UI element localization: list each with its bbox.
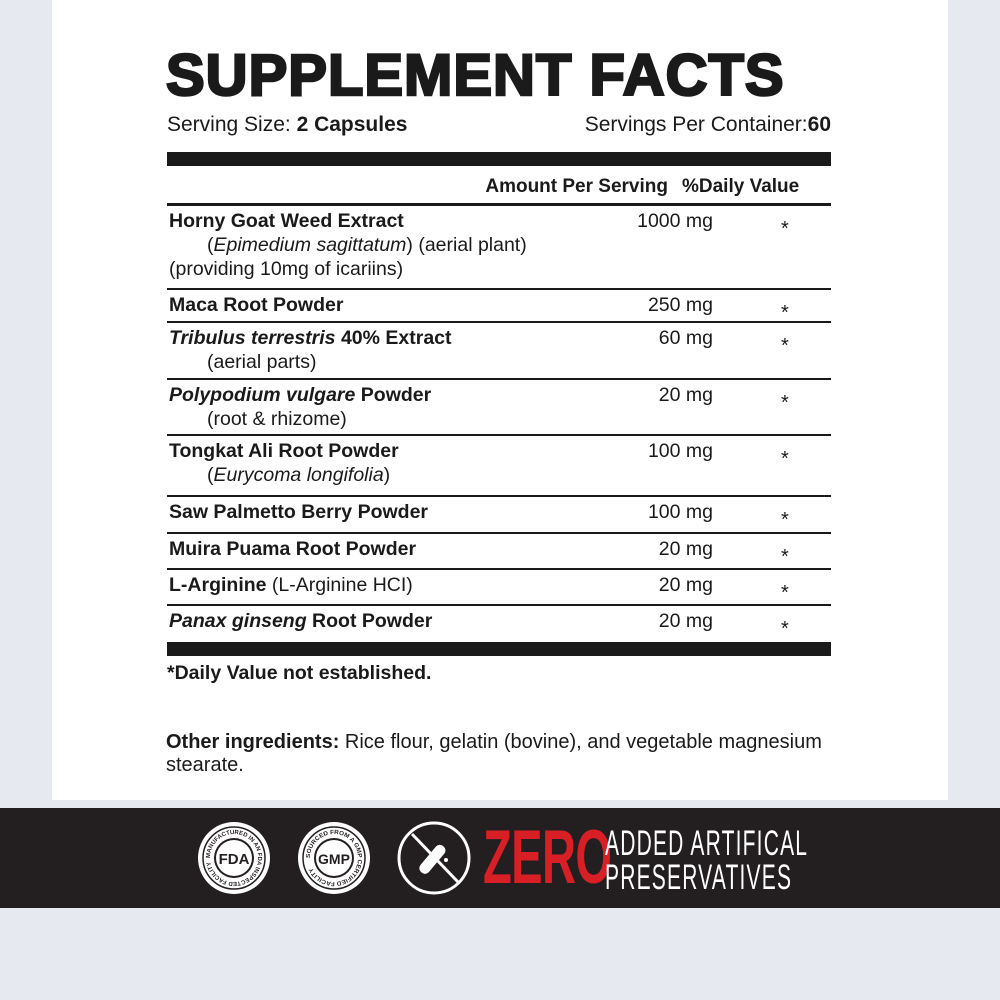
text-segment: Panax ginseng: [169, 610, 307, 632]
ingredient-amount: 250 mg: [647, 294, 713, 316]
gmp-badge-text: GMP: [318, 851, 350, 867]
ingredient-name: Saw Palmetto Berry Powder: [169, 501, 428, 524]
ingredient-detail: (Epimedium sagittatum) (aerial plant): [207, 234, 527, 257]
dv-header: %Daily Value: [682, 176, 800, 197]
text-segment: Root Powder: [306, 610, 433, 632]
text-segment: Eurycoma longifolia: [213, 464, 384, 486]
text-segment: Saw Palmetto Berry Powder: [169, 501, 429, 523]
label-title: SUPPLEMENT FACTS: [165, 43, 785, 108]
ingredient-amount: 20 mg: [658, 538, 713, 560]
ingredient-name: Muira Puama Root Powder: [169, 538, 416, 561]
ingredient-daily-value: *: [781, 302, 789, 324]
text-segment: (L-Arginine HCI): [266, 574, 413, 596]
ingredient-amount: 60 mg: [658, 327, 713, 349]
ingredient-detail: (aerial parts): [207, 351, 316, 374]
fda-badge-icon: MANUFACTURED IN AN FDA INSPECTED FACILIT…: [198, 822, 270, 894]
ingredient-amount: 20 mg: [658, 384, 713, 406]
ingredient-name: Horny Goat Weed Extract: [169, 210, 404, 233]
gmp-badge-icon: SOURCED FROM A GMP CERTIFIED FACILITY GM…: [298, 822, 370, 894]
ingredient-daily-value: *: [781, 335, 789, 357]
amount-header: Amount Per Serving: [485, 176, 668, 197]
servings-per-container: Servings Per Container:60: [585, 113, 831, 137]
ingredient-detail: (Eurycoma longifolia): [207, 464, 390, 487]
claims-band: [0, 808, 1000, 908]
crossed-test-tube-icon: [397, 821, 471, 895]
text-segment: L-Arginine: [169, 574, 267, 596]
heavy-divider: [167, 152, 831, 166]
text-segment: ): [383, 464, 391, 486]
ingredient-name: Panax ginseng Root Powder: [169, 610, 432, 633]
fda-badge-text: FDA: [219, 851, 250, 868]
text-segment: Powder: [355, 384, 432, 406]
text-segment: (: [207, 234, 214, 256]
text-segment: Horny Goat Weed Extract: [169, 210, 404, 232]
ingredient-amount: 20 mg: [658, 574, 713, 596]
ingredient-name: Tongkat Ali Root Powder: [169, 440, 399, 463]
text-segment: ) (aerial plant): [406, 234, 527, 256]
text-segment: 40% Extract: [335, 327, 452, 349]
footnote: *Daily Value not established.: [167, 662, 432, 684]
ingredient-daily-value: *: [781, 582, 789, 604]
ingredient-amount: 1000 mg: [637, 210, 713, 232]
text-segment: Maca Root Powder: [169, 294, 344, 316]
text-segment: (providing 10mg of icariins): [169, 258, 404, 280]
ingredient-amount: 100 mg: [647, 440, 713, 462]
ingredient-row: Tribulus terrestris 40% Extract (aerial p…: [167, 323, 831, 380]
serving-size-label: Serving Size:: [167, 113, 297, 136]
ingredient-amount: 20 mg: [658, 610, 713, 632]
ingredient-daily-value: *: [781, 218, 789, 240]
claim-line-1: ADDED ARTIFICAL: [605, 824, 809, 863]
text-segment: Epimedium sagittatum: [213, 234, 407, 256]
ingredients-table: Horny Goat Weed Extract (Epimedium sagitt…: [167, 206, 831, 642]
ingredient-row: Polypodium vulgare Powder (root & rhizome…: [167, 380, 831, 436]
ingredient-row: Panax ginseng Root Powder 20 mg *: [167, 606, 831, 642]
ingredient-daily-value: *: [781, 509, 789, 531]
text-segment: Tribulus terrestris: [169, 327, 336, 349]
ingredient-row: L-Arginine (L-Arginine HCI) 20 mg *: [167, 570, 831, 606]
text-segment: Tongkat Ali Root Powder: [169, 440, 399, 462]
ingredient-row: Saw Palmetto Berry Powder 100 mg *: [167, 497, 831, 534]
servings-value: 60: [807, 113, 831, 136]
ingredient-row: Horny Goat Weed Extract (Epimedium sagitt…: [167, 206, 831, 290]
ingredient-amount: 100 mg: [647, 501, 713, 523]
text-segment: (root & rhizome): [207, 408, 347, 430]
text-segment: Muira Puama Root Powder: [169, 538, 417, 560]
ingredient-daily-value: *: [781, 448, 789, 470]
serving-size: Serving Size: 2 Capsules: [167, 113, 407, 137]
text-segment: (aerial parts): [207, 351, 317, 373]
ingredient-name: L-Arginine (L-Arginine HCI): [169, 574, 413, 597]
ingredient-detail: (providing 10mg of icariins): [169, 258, 403, 281]
ingredient-daily-value: *: [781, 546, 789, 568]
serving-size-value: 2 Capsules: [296, 113, 408, 136]
ingredient-name: Tribulus terrestris 40% Extract: [169, 327, 452, 350]
ingredient-row: Tongkat Ali Root Powder (Eurycoma longifo…: [167, 436, 831, 497]
ingredient-name: Maca Root Powder: [169, 294, 343, 317]
ingredient-row: Muira Puama Root Powder 20 mg *: [167, 534, 831, 570]
ingredient-row: Maca Root Powder 250 mg *: [167, 290, 831, 324]
zero-text: ZERO: [483, 815, 612, 900]
other-ingredients-text: Rice flour, gelatin (bovine), and vegeta…: [166, 731, 822, 776]
ingredient-daily-value: *: [781, 392, 789, 414]
ingredient-name: Polypodium vulgare Powder: [169, 384, 431, 407]
other-ingredients-label: Other ingredients:: [166, 731, 340, 753]
label-panel: [52, 0, 948, 800]
heavy-divider-bottom: [167, 642, 831, 656]
claim-line-2: PRESERVATIVES: [605, 858, 793, 897]
ingredient-detail: (root & rhizome): [207, 408, 347, 431]
other-ingredients: Other ingredients: Rice flour, gelatin (…: [166, 731, 866, 777]
text-segment: (: [207, 464, 214, 486]
header-divider: [167, 203, 831, 206]
ingredient-daily-value: *: [781, 618, 789, 640]
servings-label: Servings Per Container:: [584, 113, 808, 136]
text-segment: Polypodium vulgare: [169, 384, 356, 406]
